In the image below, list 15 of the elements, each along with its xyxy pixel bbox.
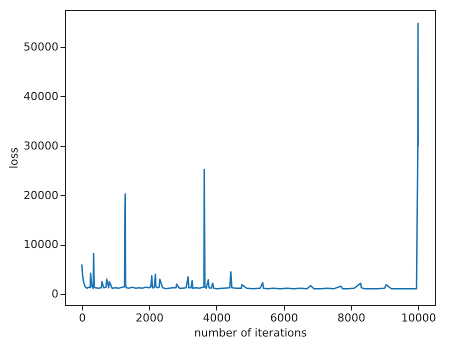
y-tick-label: 50000 xyxy=(24,40,58,54)
x-tick-label: 0 xyxy=(78,312,86,324)
x-tick-label: 8000 xyxy=(337,312,366,324)
line-series xyxy=(81,22,419,290)
x-tick-label: 6000 xyxy=(270,312,298,324)
x-axis-title: number of iterations xyxy=(194,326,308,340)
y-tick-label: 30000 xyxy=(24,139,58,152)
x-tick-label: 10000 xyxy=(401,312,436,324)
y-tick-label: 20000 xyxy=(24,188,58,202)
y-axis-title: loss xyxy=(8,147,21,169)
y-tick-label: 10000 xyxy=(24,238,58,252)
x-tick-label: 4000 xyxy=(202,312,231,324)
y-tick-label: 40000 xyxy=(24,90,58,103)
y-tick-label: 0 xyxy=(52,288,58,301)
x-tick-label: 2000 xyxy=(136,312,164,324)
